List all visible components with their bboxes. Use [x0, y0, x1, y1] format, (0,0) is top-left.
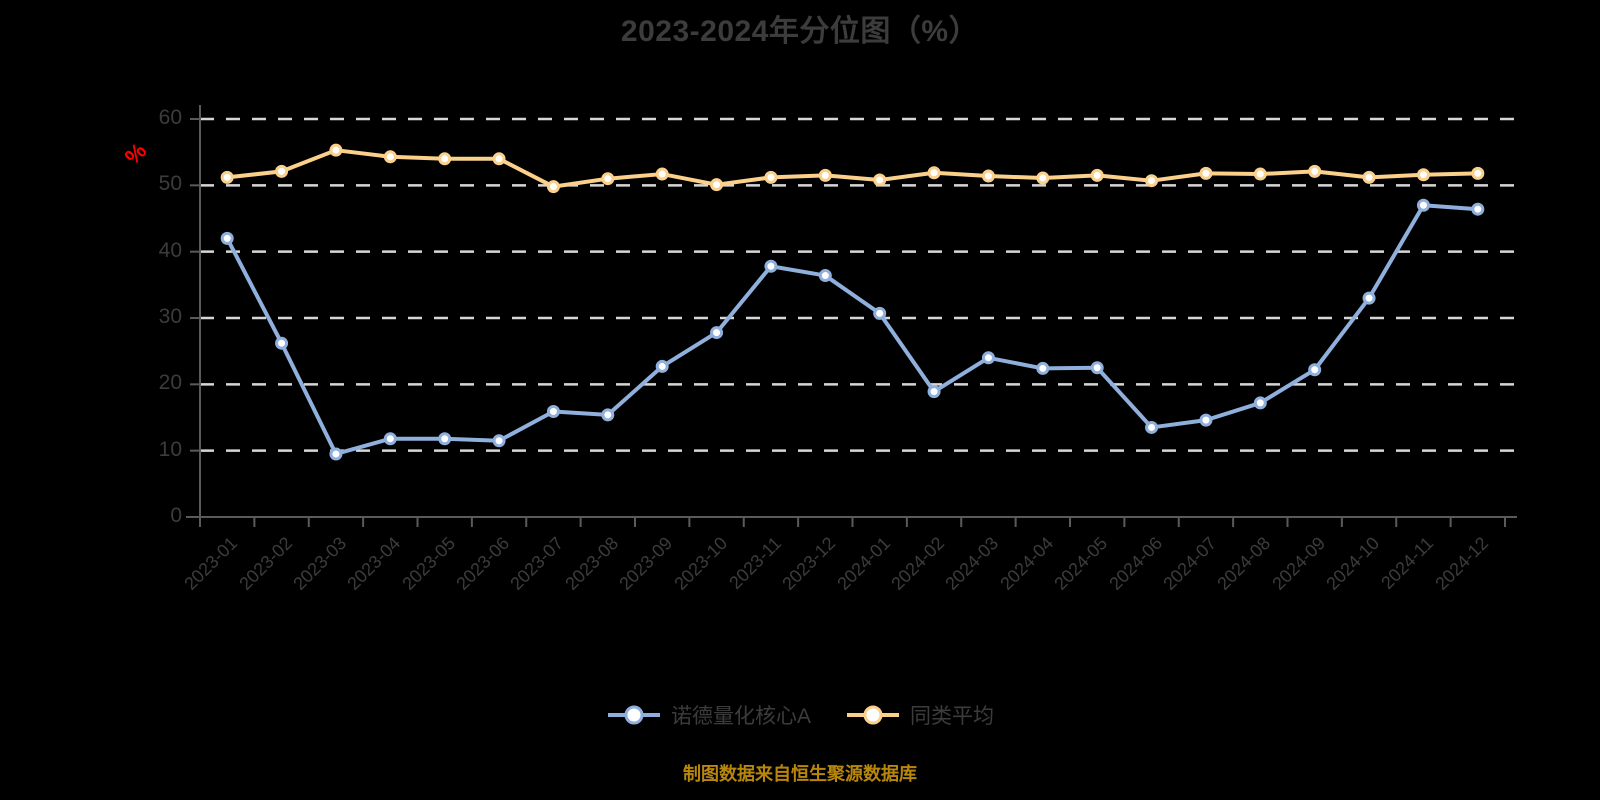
data-point-marker [981, 169, 995, 183]
data-point-marker [601, 408, 615, 422]
data-point-marker [329, 447, 343, 461]
legend-marker-icon [607, 705, 660, 725]
data-point-marker [981, 351, 995, 365]
data-point-marker [710, 178, 724, 192]
y-tick-label: 60 [158, 106, 182, 129]
data-point-marker [1145, 174, 1159, 188]
data-point-marker [1253, 396, 1267, 410]
data-point-marker [1199, 166, 1213, 180]
data-point-marker [438, 432, 452, 446]
data-point-marker [1416, 168, 1430, 182]
data-point-marker [1145, 420, 1159, 434]
data-point-marker [1036, 361, 1050, 375]
y-tick-label: 40 [158, 238, 182, 262]
data-point-marker [601, 172, 615, 186]
data-point-marker [764, 259, 778, 273]
data-point-marker [275, 164, 289, 178]
chart-legend: 诺德量化核心A 同类平均 [0, 700, 1600, 730]
y-tick-label: 50 [158, 172, 182, 196]
data-point-marker [275, 336, 289, 350]
data-point-marker [546, 405, 560, 419]
data-point-marker [492, 434, 506, 448]
data-point-marker [1471, 166, 1485, 180]
data-point-marker [873, 306, 887, 320]
y-tick-label: 30 [158, 305, 182, 328]
data-point-marker [1362, 291, 1376, 305]
data-point-marker [1308, 363, 1322, 377]
data-point-marker [1036, 171, 1050, 185]
data-point-marker [927, 385, 941, 399]
data-point-marker [383, 150, 397, 164]
data-point-marker [1308, 164, 1322, 178]
footer-note: 制图数据来自恒生聚源数据库 [683, 764, 917, 784]
data-point-marker [818, 168, 832, 182]
data-point-marker [1090, 361, 1104, 375]
data-point-marker [329, 143, 343, 157]
data-point-marker [1253, 167, 1267, 181]
data-point-marker [220, 231, 234, 245]
data-point-marker [818, 269, 832, 283]
y-tick-label: 10 [158, 437, 182, 461]
chart-title: 2023-2024年分位图（%） [620, 15, 980, 48]
legend-label: 诺德量化核心A [670, 705, 811, 728]
data-point-marker [655, 167, 669, 181]
data-point-marker [438, 152, 452, 166]
data-point-marker [927, 166, 941, 180]
series-line [225, 148, 1480, 189]
data-point-marker [1362, 170, 1376, 184]
series-line [225, 203, 1480, 456]
data-point-marker [1416, 198, 1430, 212]
y-tick-label: 0 [170, 504, 182, 527]
data-point-marker [655, 359, 669, 373]
data-point-marker [710, 326, 724, 340]
data-point-marker [220, 170, 234, 184]
data-point-marker [764, 170, 778, 184]
data-point-marker [546, 180, 560, 194]
y-tick-label: 20 [158, 371, 182, 395]
data-point-marker [492, 152, 506, 166]
legend-item[interactable]: 诺德量化核心A [606, 700, 811, 730]
legend-label: 同类平均 [910, 705, 994, 728]
data-point-marker [383, 432, 397, 446]
data-point-marker [1199, 413, 1213, 427]
data-point-marker [873, 173, 887, 187]
legend-item[interactable]: 同类平均 [845, 700, 994, 730]
data-point-marker [1471, 202, 1485, 216]
legend-marker-icon [847, 705, 899, 725]
data-point-marker [1090, 168, 1104, 182]
